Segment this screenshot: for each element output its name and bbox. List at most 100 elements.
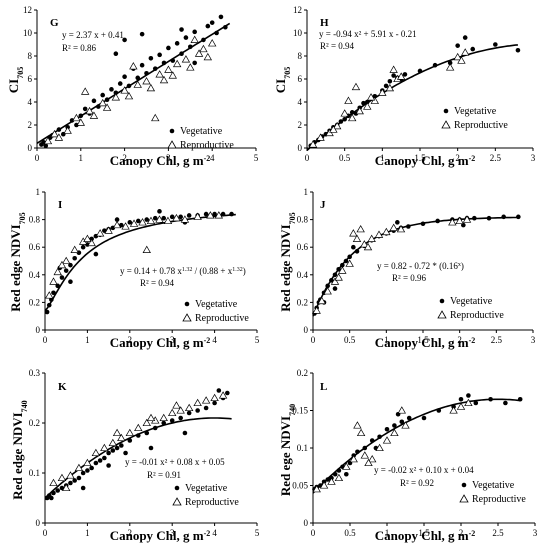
data-point (216, 388, 222, 393)
data-point (61, 483, 71, 492)
data-point (470, 46, 476, 52)
equation-part: y = 0.82 - 0.72 * (0.16 (377, 261, 458, 271)
data-point (332, 272, 338, 278)
data-point (46, 302, 52, 308)
series-reproductive (49, 391, 228, 492)
y-axis-label-text: Red edge NDVI (8, 224, 23, 311)
x-axis-label-superscript: -2 (469, 529, 476, 538)
data-point (330, 277, 340, 285)
equation-part: y = -0.01 x² + 0.08 x + 0.05 (125, 457, 225, 467)
legend-label: Vegetative (450, 296, 493, 307)
data-point (180, 215, 190, 223)
panel-letter: J (320, 199, 326, 211)
data-point (100, 92, 105, 98)
data-point (493, 42, 498, 47)
x-tick-label: 1.5 (418, 528, 430, 538)
data-point (186, 63, 195, 71)
y-axis-label-text: CI (6, 79, 21, 93)
y-tick-label: 2 (28, 120, 33, 130)
data-point (354, 249, 360, 254)
y-tick-label: 0 (36, 325, 41, 335)
y-tick-label: 0.2 (297, 297, 308, 307)
equation-superscript: 1.32 (232, 267, 243, 273)
x-tick-label: 1 (384, 335, 389, 345)
data-point (390, 428, 399, 437)
x-tick-label: 2 (455, 153, 460, 163)
data-point (169, 214, 175, 220)
legend: Vegetative Reproductive (437, 296, 504, 321)
data-point (178, 415, 183, 421)
panel-l: 0 0.5 1 1.5 2 2.5 3 0 0.05 0.1 0.15 0.2 Ly = -0.02 x… (278, 368, 538, 543)
y-tick-label: 4 (28, 97, 33, 107)
legend: Vegetative Reproductive (441, 106, 508, 131)
data-point (91, 448, 101, 457)
equation: y = -0.94 x² + 5.91 x - 0.21 (319, 29, 417, 39)
x-tick-label: 2 (128, 335, 133, 345)
data-point (447, 60, 453, 66)
data-point (399, 419, 405, 425)
y-tick-label: 0.8 (297, 215, 309, 225)
data-point (192, 29, 197, 35)
data-point (360, 451, 370, 459)
data-point (329, 125, 338, 133)
data-point (516, 214, 521, 220)
data-point (114, 445, 120, 451)
data-point (190, 35, 199, 43)
data-point (486, 215, 492, 221)
data-point (312, 484, 321, 493)
data-point (72, 255, 77, 261)
equation: y = 2.37 x + 0.41 (62, 30, 124, 40)
y-tick-label: 10 (23, 28, 33, 38)
data-point (334, 273, 343, 281)
x-tick-label: 3 (531, 335, 536, 345)
data-point (69, 118, 75, 123)
data-point (152, 425, 158, 431)
legend-label: Reproductive (185, 497, 239, 508)
series-reproductive (312, 215, 472, 314)
y-tick-label: 1 (36, 187, 41, 197)
data-point (455, 216, 464, 225)
legend-marker-dot (174, 485, 180, 491)
data-point (57, 473, 67, 482)
y-tick-label: 0.2 (29, 297, 40, 307)
equation-superscript: 1.32 (182, 267, 193, 273)
x-tick-label: 2.5 (492, 528, 504, 538)
data-point (163, 216, 173, 225)
data-point (392, 423, 397, 428)
series-reproductive (43, 35, 217, 145)
x-tick-label: 3 (533, 528, 538, 538)
y-tick-label: 0.15 (292, 406, 308, 416)
data-point (80, 485, 86, 491)
data-point (54, 133, 64, 141)
y-tick-label: 4 (298, 97, 303, 107)
data-point (364, 99, 370, 105)
data-point (325, 477, 331, 482)
y-tick-label: 8 (28, 51, 33, 61)
data-point (401, 421, 410, 429)
data-point (364, 458, 373, 467)
x-tick-label: 3 (170, 335, 175, 345)
y-axis-label: Red edge NDVI705 (278, 212, 297, 311)
data-point (51, 290, 56, 296)
data-point (63, 268, 69, 273)
equation: y = 0.14 + 0.78 x1.32 / (0.88 + x1.32) (120, 266, 246, 276)
data-point (78, 113, 84, 119)
data-point (448, 218, 457, 226)
data-point (74, 122, 79, 128)
y-axis-label: CI705 (6, 67, 25, 93)
fit-curve (312, 398, 521, 494)
data-point (61, 256, 71, 265)
x-axis-label: Canopy Chl, g m-2 (375, 335, 476, 350)
x-tick-label: 0 (311, 528, 316, 538)
data-point (74, 463, 84, 472)
x-axis-label: Canopy Chl, g m-2 (110, 335, 211, 350)
data-point (332, 286, 338, 291)
data-point (203, 211, 209, 217)
data-point (327, 477, 336, 485)
x-tick-label: 1 (85, 528, 90, 538)
data-point (473, 400, 479, 406)
data-point (166, 45, 171, 51)
series-reproductive (312, 398, 473, 493)
data-point (203, 52, 213, 61)
x-tick-label: 1 (380, 153, 385, 163)
